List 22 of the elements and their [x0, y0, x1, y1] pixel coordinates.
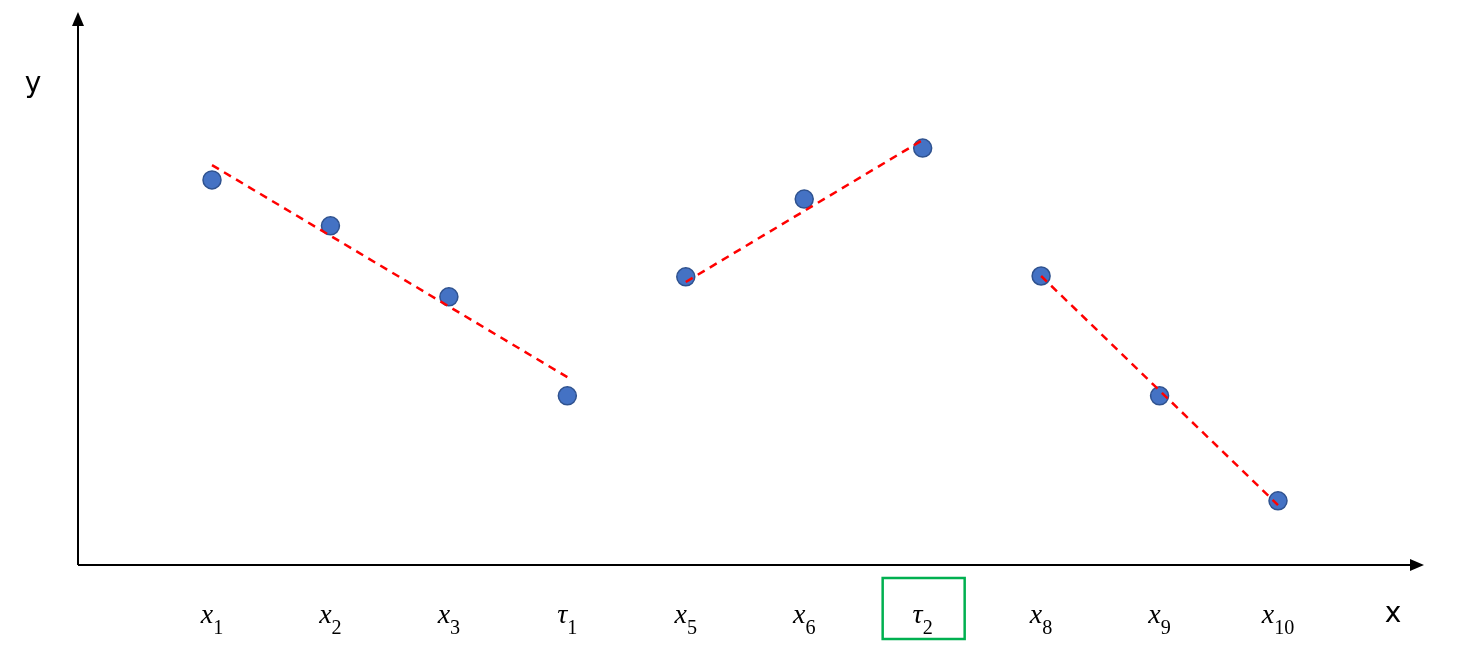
point — [1149, 386, 1170, 406]
x-tick-label: x$_{5}$ — [673, 598, 698, 638]
x-tick-label: x$_{6}$ — [791, 598, 816, 638]
x-tick-label: x$_{8}$ — [1028, 598, 1053, 638]
point — [439, 287, 459, 307]
x-tick-label: x$_{9}$ — [1147, 598, 1171, 638]
x-tick-label: x$_{1}$ — [199, 598, 224, 638]
point — [676, 267, 696, 287]
x-tick-label: x$_{2}$ — [318, 598, 342, 638]
point — [1031, 266, 1051, 286]
x-tick-label: x$_{10}$ — [1260, 598, 1295, 638]
point — [557, 386, 578, 406]
x-tick-label: x$_{3}$ — [436, 598, 461, 638]
point — [320, 216, 341, 236]
point — [202, 170, 222, 190]
point — [794, 189, 814, 209]
x-tick-label: τ$_{2}$ — [912, 598, 933, 638]
x-tick-label: τ$_{1}$ — [557, 598, 578, 638]
x-axis-title: x — [1384, 596, 1402, 629]
y-axis-title: y — [24, 66, 42, 99]
point — [912, 138, 933, 158]
point — [1268, 491, 1288, 511]
